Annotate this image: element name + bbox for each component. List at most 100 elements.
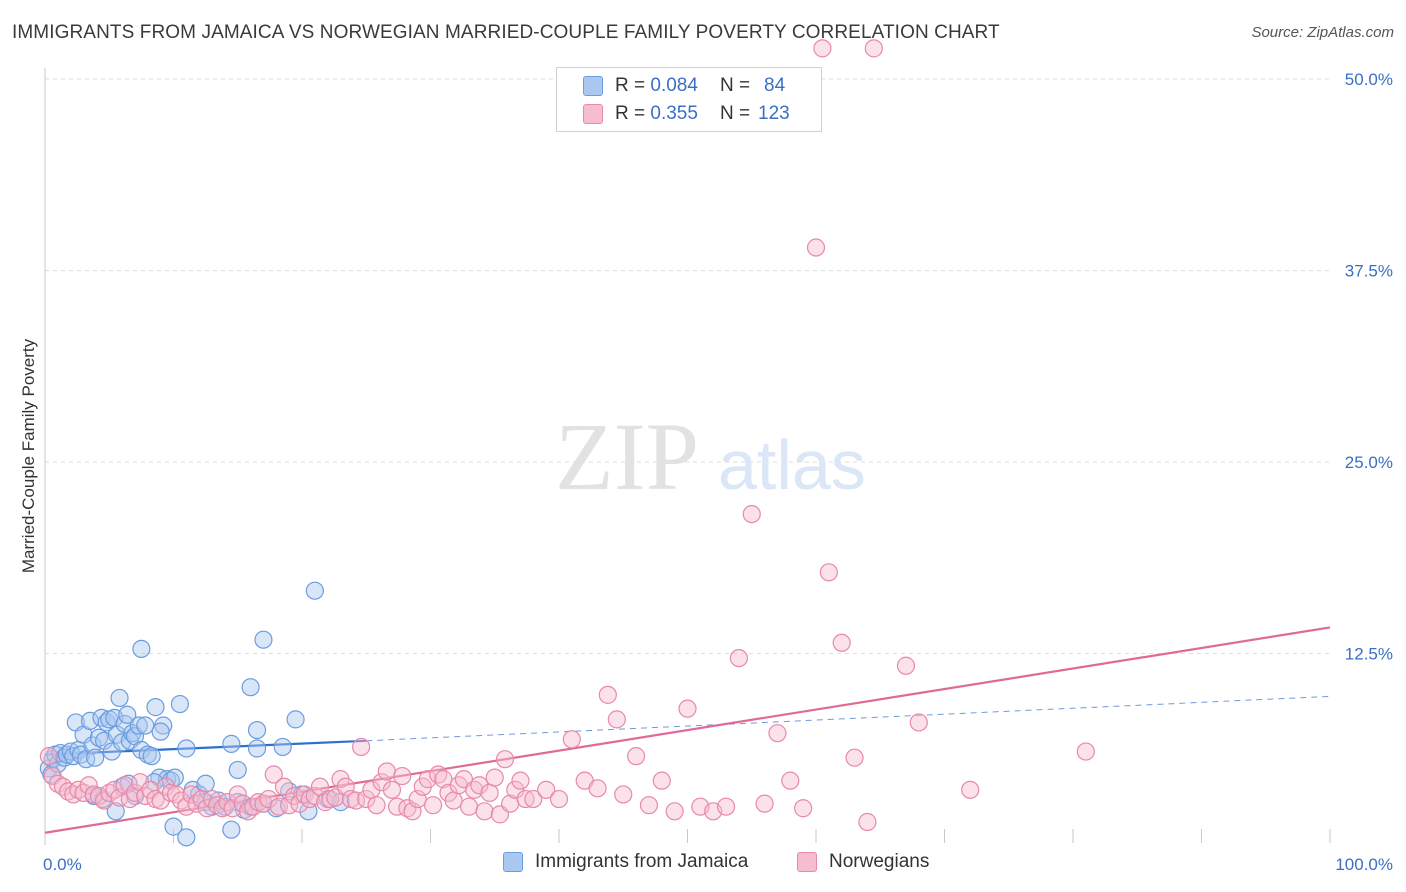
norwegian-point bbox=[537, 780, 556, 799]
norwegian-point bbox=[264, 765, 283, 784]
norwegian-point bbox=[794, 799, 813, 818]
norwegian-point bbox=[516, 789, 535, 809]
jamaica-point bbox=[241, 678, 260, 697]
legend-n-label: N = bbox=[719, 103, 751, 124]
norwegian-point bbox=[961, 780, 980, 799]
norwegian-point bbox=[495, 750, 515, 769]
norwegian-point bbox=[125, 783, 145, 803]
norwegian-point bbox=[896, 656, 916, 675]
jamaica-point bbox=[142, 747, 161, 766]
jamaica-point bbox=[132, 740, 151, 760]
norwegian-point bbox=[639, 796, 659, 815]
jamaica-point bbox=[222, 820, 241, 839]
norwegian-point bbox=[598, 685, 617, 704]
legend-swatch-pink bbox=[583, 104, 603, 124]
jamaica-point bbox=[89, 728, 109, 747]
norwegian-point bbox=[418, 770, 438, 789]
norwegian-point bbox=[475, 802, 494, 821]
norwegian-point bbox=[742, 504, 761, 524]
tick-labels: 12.5% 25.0% 37.5% 50.0% 0.0% 100.0% bbox=[43, 70, 1393, 874]
norwegian-point bbox=[274, 777, 294, 796]
legend-row-jamaica: R = 0.084 N = 84 bbox=[583, 74, 785, 98]
x-tick-label: 100.0% bbox=[1335, 855, 1393, 874]
norwegian-point bbox=[626, 747, 646, 766]
chart-source: Source: ZipAtlas.com bbox=[1251, 24, 1394, 41]
norwegian-point bbox=[444, 791, 463, 810]
jamaica-point bbox=[177, 739, 196, 758]
norwegian-point bbox=[305, 786, 324, 806]
norwegian-point bbox=[506, 780, 525, 799]
norwegian-point bbox=[549, 789, 569, 809]
jamaica-point bbox=[164, 817, 183, 836]
norwegian-point bbox=[607, 710, 626, 729]
y-tick-label: 25.0% bbox=[1345, 453, 1393, 472]
jamaica-point bbox=[196, 774, 215, 793]
jamaica-point bbox=[247, 739, 267, 758]
norwegian-point bbox=[485, 768, 504, 787]
norwegian-point bbox=[864, 39, 883, 58]
watermark: ZIP atlas bbox=[555, 403, 866, 510]
y-tick-label: 50.0% bbox=[1345, 70, 1393, 89]
chart-title: IMMIGRANTS FROM JAMAICA VS NORWEGIAN MAR… bbox=[12, 22, 1000, 43]
norwegian-point bbox=[562, 730, 581, 749]
jamaica-point bbox=[222, 734, 241, 753]
norwegian-point bbox=[781, 771, 800, 790]
norwegian-point bbox=[223, 799, 242, 818]
norwegian-point bbox=[300, 789, 319, 809]
series-swatch-pink bbox=[797, 852, 817, 872]
norwegian-point bbox=[806, 238, 826, 257]
trend-lines bbox=[44, 626, 1331, 834]
legend-r-value: 0.084 bbox=[650, 75, 698, 96]
norwegian-point bbox=[182, 785, 201, 804]
norwegian-point bbox=[290, 794, 309, 813]
series-legend: Immigrants from Jamaica Norwegians bbox=[0, 851, 1406, 879]
norwegian-point bbox=[197, 799, 217, 818]
norwegian-point bbox=[393, 766, 412, 786]
norwegian-point bbox=[423, 796, 443, 815]
norwegian-point bbox=[208, 796, 227, 815]
norwegian-point bbox=[316, 793, 335, 812]
norwegian-point bbox=[858, 812, 877, 832]
jamaica-point bbox=[305, 581, 324, 600]
norwegian-point bbox=[100, 783, 119, 803]
legend-n-value: 84 bbox=[764, 75, 786, 96]
grid-lines bbox=[45, 78, 1330, 654]
y-tick-label: 12.5% bbox=[1345, 645, 1393, 664]
norwegian-point bbox=[588, 779, 607, 798]
jamaica-point bbox=[177, 828, 196, 847]
norwegian-point bbox=[372, 773, 391, 792]
y-tick-label: 37.5% bbox=[1345, 262, 1393, 281]
norwegian-point bbox=[434, 770, 453, 789]
legend-n-value: 123 bbox=[758, 103, 790, 124]
jamaica-point bbox=[273, 737, 292, 757]
norwegian-point bbox=[382, 780, 402, 799]
norwegian-point bbox=[813, 39, 832, 58]
jamaica-point bbox=[151, 722, 170, 741]
x-tick-label: 0.0% bbox=[43, 855, 82, 874]
axes bbox=[44, 68, 1331, 845]
norwegian-point bbox=[1076, 742, 1095, 761]
norwegian-point bbox=[909, 713, 928, 732]
norwegian-point bbox=[665, 802, 684, 821]
norwegian-point bbox=[729, 648, 749, 668]
jamaica-point bbox=[106, 802, 125, 821]
legend-row-norwegians: R = 0.355 N = 123 bbox=[583, 102, 790, 126]
norwegian-point bbox=[480, 783, 499, 803]
jamaica-point bbox=[129, 716, 148, 735]
jamaica-point bbox=[254, 630, 273, 649]
norwegian-point bbox=[819, 563, 838, 582]
data-points bbox=[39, 39, 1095, 847]
jamaica-point bbox=[136, 716, 155, 735]
legend-swatch-blue bbox=[583, 76, 603, 96]
norwegian-point bbox=[48, 774, 67, 793]
jamaica-point bbox=[146, 698, 165, 717]
series-swatch-blue bbox=[503, 852, 523, 872]
legend-n-label: N = bbox=[719, 75, 751, 96]
norwegian-point bbox=[678, 699, 697, 718]
stats-legend: R = 0.084 N = 84 R = 0.355 N = 123 bbox=[556, 67, 822, 132]
norwegian-point bbox=[768, 724, 787, 743]
norwegian-point bbox=[352, 737, 371, 757]
jamaica-point bbox=[110, 688, 129, 708]
norwegian-point bbox=[755, 794, 774, 813]
